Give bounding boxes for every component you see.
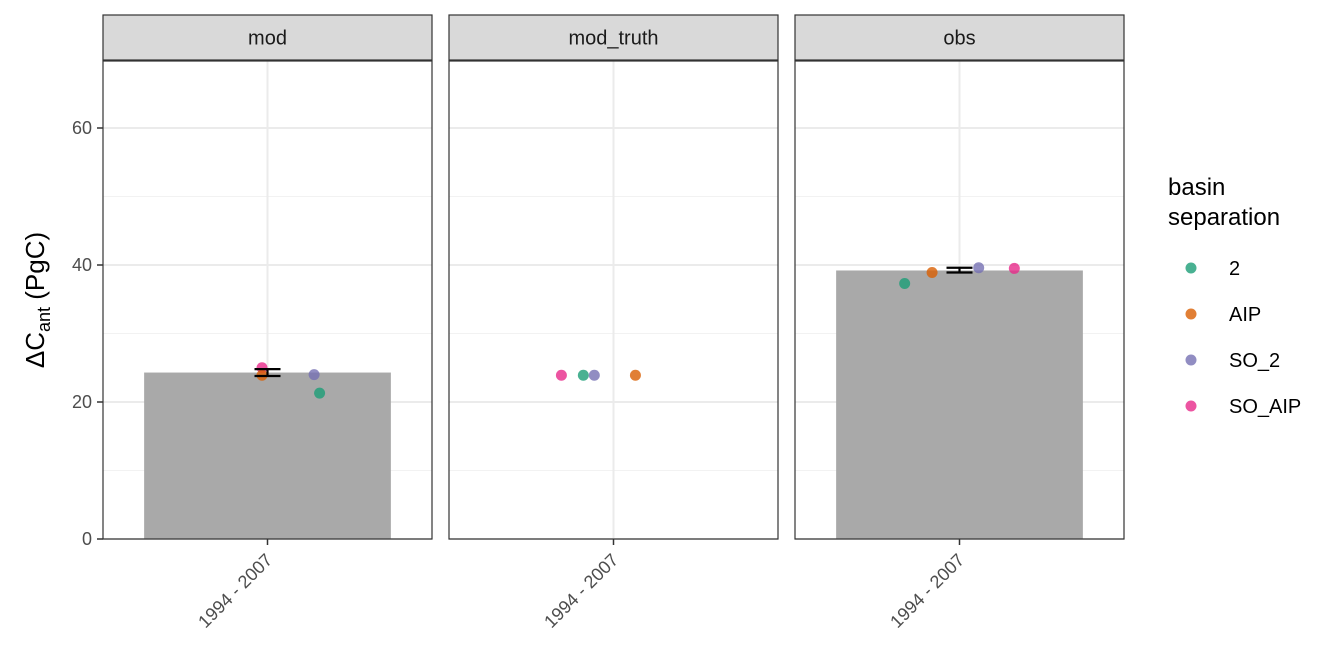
facet-strip xyxy=(102,14,433,61)
y-axis-title-unit: (PgC) xyxy=(20,232,50,307)
data-point-2 xyxy=(899,277,911,289)
chart-panels: mod 1994 - 2007 mod_truth 1994 - 2007 obs 199… xyxy=(102,14,1125,632)
data-point-so-aip xyxy=(555,369,567,381)
data-point-so-aip xyxy=(1008,262,1020,274)
y-axis-title: ΔCant (PgC) xyxy=(20,232,54,368)
legend-key-2 xyxy=(1185,262,1197,274)
bar xyxy=(144,372,391,539)
legend-label: 2 xyxy=(1229,258,1240,280)
facet-strip xyxy=(448,14,779,61)
x-tick-label: 1994 - 2007 xyxy=(194,550,276,632)
y-axis: 0 20 40 60 xyxy=(72,118,103,549)
legend-label: SO_2 xyxy=(1229,350,1280,372)
y-tick-label: 40 xyxy=(72,255,92,275)
panel-mod_truth: mod_truth 1994 - 2007 xyxy=(448,14,779,632)
panel-obs: obs 1994 - 2007 xyxy=(794,14,1125,632)
x-tick-label: 1994 - 2007 xyxy=(886,550,968,632)
data-point-so-aip xyxy=(256,362,268,374)
legend-key-so-2 xyxy=(1185,354,1197,366)
bar xyxy=(836,270,1083,539)
y-tick-label: 20 xyxy=(72,392,92,412)
y-tick-label: 0 xyxy=(82,529,92,549)
legend-title-line: separation xyxy=(1168,204,1280,231)
data-point-2 xyxy=(314,387,326,399)
facet-strip xyxy=(794,14,1125,61)
x-tick-label: 1994 - 2007 xyxy=(540,550,622,632)
data-point-so-2 xyxy=(588,369,600,381)
facet-label: mod xyxy=(248,28,287,50)
legend-label: AIP xyxy=(1229,304,1261,326)
data-point-aip xyxy=(629,369,641,381)
data-point-so-2 xyxy=(973,262,985,274)
y-axis-title-main: ΔC xyxy=(20,332,50,368)
facet-label: mod_truth xyxy=(568,28,658,50)
data-point-aip xyxy=(926,267,938,279)
data-point-so-2 xyxy=(308,369,320,381)
legend-key-aip xyxy=(1185,308,1197,320)
legend-label: SO_AIP xyxy=(1229,396,1301,418)
data-point-2 xyxy=(577,369,589,381)
y-axis-title-subscript: ant xyxy=(34,307,54,332)
y-tick-label: 60 xyxy=(72,118,92,138)
panel-mod: mod 1994 - 2007 xyxy=(102,14,433,632)
legend-title-line: basin xyxy=(1168,174,1225,201)
legend: basin separation 2 AIP SO_2 SO_AIP xyxy=(1168,174,1301,418)
legend-key-so-aip xyxy=(1185,400,1197,412)
facet-label: obs xyxy=(943,28,975,50)
